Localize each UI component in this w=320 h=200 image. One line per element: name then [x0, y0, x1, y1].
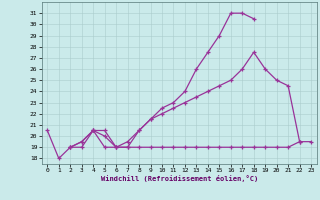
X-axis label: Windchill (Refroidissement éolien,°C): Windchill (Refroidissement éolien,°C)	[100, 175, 258, 182]
